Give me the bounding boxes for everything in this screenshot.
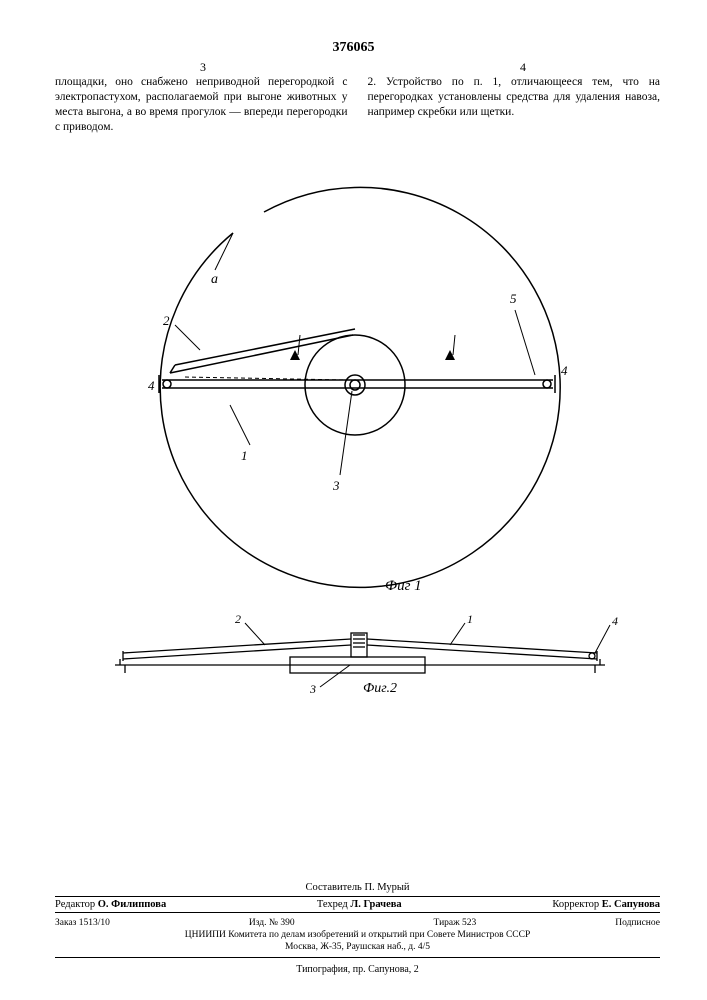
fig1-label-a: a [211, 272, 218, 287]
fig1-label-1: 1 [241, 448, 248, 463]
tech-label: Техред [317, 899, 348, 910]
corr-name: Е. Сапунова [602, 899, 660, 910]
fig2-label-4: 4 [612, 615, 618, 628]
footer-izd: Изд. № 390 [249, 918, 295, 930]
fig1-label-5: 5 [510, 291, 517, 306]
fig1-caption: Фиг 1 [385, 578, 422, 594]
column-number-left: 3 [200, 60, 206, 75]
fig2-caption: Фиг.2 [363, 681, 397, 695]
footer-addr: Москва, Ж-35, Раушская наб., д. 4/5 [55, 942, 660, 954]
text-columns: площадки, оно снабжено неприводной перег… [55, 75, 660, 135]
footer-credits-row: Редактор О. Филиппова Техред Л. Грачева … [55, 896, 660, 913]
document-number: 376065 [0, 40, 707, 56]
fig2-label-3: 3 [309, 682, 316, 695]
figure-area: a 2 4 1 3 5 4 Фиг 1 [55, 175, 660, 715]
column-number-right: 4 [520, 60, 526, 75]
figure-1: a 2 4 1 3 5 4 Фиг 1 [115, 175, 595, 595]
footer-tirazh: Тираж 523 [434, 918, 477, 930]
footer-org: ЦНИИПИ Комитета по делам изобретений и о… [55, 930, 660, 942]
fig2-label-2: 2 [235, 615, 241, 626]
footer-sign: Подписное [615, 918, 660, 930]
right-column-text: 2. Устройство по п. 1, отличающееся тем,… [368, 75, 661, 135]
fig1-label-4l: 4 [148, 378, 155, 393]
corr-label: Корректор [552, 899, 599, 910]
tech-name: Л. Грачева [350, 899, 401, 910]
fig1-label-4r: 4 [561, 363, 568, 378]
footer-corrector: Корректор Е. Сапунова [552, 899, 660, 910]
footer-editor: Редактор О. Филиппова [55, 899, 166, 910]
figure-2: 2 1 4 3 Фиг.2 [95, 615, 625, 695]
editor-label: Редактор [55, 899, 95, 910]
footer: Составитель П. Мурый Редактор О. Филиппо… [55, 882, 660, 975]
footer-printer: Типография, пр. Сапунова, 2 [55, 964, 660, 975]
fig2-label-1: 1 [467, 615, 473, 626]
footer-tech: Техред Л. Грачева [317, 899, 402, 910]
footer-compiler: Составитель П. Мурый [55, 882, 660, 893]
fig1-label-2: 2 [163, 313, 170, 328]
editor-name: О. Филиппова [98, 899, 166, 910]
fig1-label-3: 3 [332, 478, 340, 493]
footer-publication-block: Заказ 1513/10 Изд. № 390 Тираж 523 Подпи… [55, 916, 660, 958]
left-column-text: площадки, оно снабжено неприводной перег… [55, 75, 348, 135]
footer-order: Заказ 1513/10 [55, 918, 110, 930]
